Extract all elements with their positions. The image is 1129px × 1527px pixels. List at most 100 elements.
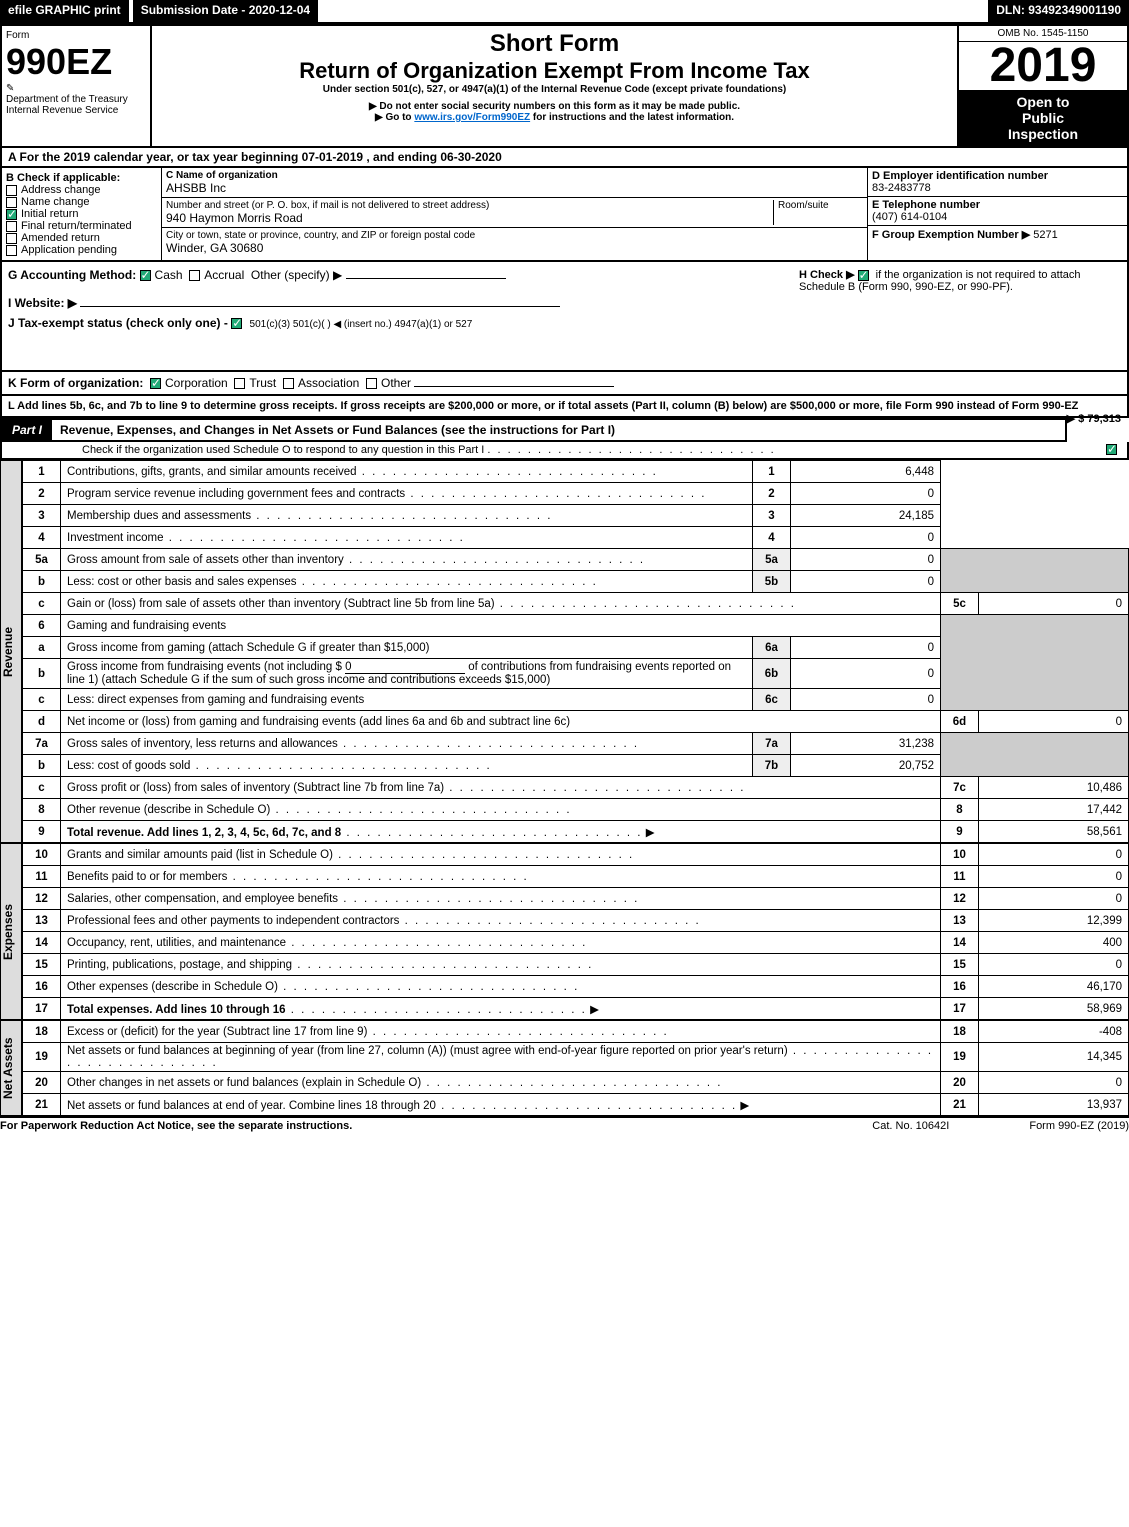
- line-6a: Gross income from gaming (attach Schedul…: [61, 637, 753, 659]
- line-i-website: I Website: ▶: [8, 296, 1121, 310]
- line-11: Benefits paid to or for members: [61, 866, 941, 888]
- line-6a-value: 0: [791, 637, 941, 659]
- checkbox-amended-return[interactable]: Amended return: [6, 232, 157, 244]
- checkbox-initial-return[interactable]: Initial return: [6, 208, 157, 220]
- line-4-value: 0: [791, 527, 941, 549]
- room-suite-label: Room/suite: [778, 200, 863, 211]
- checkbox-association[interactable]: [283, 378, 294, 389]
- form-number: 990EZ: [6, 41, 146, 83]
- line-6c: Less: direct expenses from gaming and fu…: [61, 689, 753, 711]
- paperwork-notice: For Paperwork Reduction Act Notice, see …: [0, 1120, 872, 1132]
- checkbox-final-return[interactable]: Final return/terminated: [6, 220, 157, 232]
- return-title: Return of Organization Exempt From Incom…: [156, 58, 953, 84]
- city-label: City or town, state or province, country…: [166, 230, 863, 241]
- line-5b: Less: cost or other basis and sales expe…: [61, 571, 753, 593]
- line-8-value: 17,442: [979, 799, 1129, 821]
- short-form-title: Short Form: [156, 30, 953, 58]
- ghij-block: G Accounting Method: Cash Accrual Other …: [0, 262, 1129, 372]
- expenses-block: Expenses 10Grants and similar amounts pa…: [0, 843, 1129, 1020]
- line-16-value: 46,170: [979, 976, 1129, 998]
- group-exemption-label: F Group Exemption Number ▶: [872, 229, 1030, 241]
- part-1-title: Revenue, Expenses, and Changes in Net As…: [52, 420, 623, 440]
- checkbox-trust[interactable]: [234, 378, 245, 389]
- street-label: Number and street (or P. O. box, if mail…: [166, 200, 773, 211]
- line-7b-value: 20,752: [791, 755, 941, 777]
- under-section-text: Under section 501(c), 527, or 4947(a)(1)…: [156, 84, 953, 95]
- checkbox-h[interactable]: [858, 270, 869, 281]
- efile-print-label[interactable]: efile GRAPHIC print: [0, 0, 129, 22]
- line-2-value: 0: [791, 483, 941, 505]
- line-7c: Gross profit or (loss) from sales of inv…: [61, 777, 941, 799]
- line-1-value: 6,448: [791, 461, 941, 483]
- revenue-block: Revenue 1Contributions, gifts, grants, a…: [0, 460, 1129, 843]
- ein-label: D Employer identification number: [872, 170, 1123, 182]
- line-10-value: 0: [979, 844, 1129, 866]
- checkbox-corporation[interactable]: [150, 378, 161, 389]
- checkbox-other-org[interactable]: [366, 378, 377, 389]
- net-assets-sidebar: Net Assets: [0, 1020, 22, 1116]
- line-5b-value: 0: [791, 571, 941, 593]
- line-19-value: 14,345: [979, 1043, 1129, 1072]
- open-to-public-badge: Open to Public Inspection: [959, 90, 1127, 146]
- line-k-form-of-org: K Form of organization: Corporation Trus…: [0, 372, 1129, 396]
- goto-link[interactable]: ▶ Go to www.irs.gov/Form990EZ for instru…: [156, 112, 953, 123]
- line-13: Professional fees and other payments to …: [61, 910, 941, 932]
- checkbox-accrual[interactable]: [189, 270, 200, 281]
- gross-receipts-value: ▶ $ 79,313: [1067, 412, 1121, 425]
- checkbox-application-pending[interactable]: Application pending: [6, 244, 157, 256]
- checkbox-name-change[interactable]: Name change: [6, 196, 157, 208]
- net-assets-block: Net Assets 18Excess or (deficit) for the…: [0, 1020, 1129, 1116]
- box-d-identifiers: D Employer identification number 83-2483…: [867, 168, 1127, 260]
- line-l-gross-receipts: L Add lines 5b, 6c, and 7b to line 9 to …: [0, 396, 1129, 418]
- part-1-tag: Part I: [2, 420, 52, 440]
- line-7a-value: 31,238: [791, 733, 941, 755]
- checkbox-501c3[interactable]: [231, 318, 242, 329]
- line-j-status: J Tax-exempt status (check only one) - 5…: [8, 316, 1121, 330]
- expenses-sidebar: Expenses: [0, 843, 22, 1020]
- dept-label: Department of the Treasury: [6, 94, 146, 105]
- treasury-icon: ✎: [6, 83, 146, 94]
- form-header: Form 990EZ ✎ Department of the Treasury …: [0, 24, 1129, 148]
- catalog-number: Cat. No. 10642I: [872, 1120, 949, 1132]
- line-17-value: 58,969: [979, 998, 1129, 1020]
- line-3-value: 24,185: [791, 505, 941, 527]
- line-14-value: 400: [979, 932, 1129, 954]
- checkbox-address-change[interactable]: Address change: [6, 184, 157, 196]
- line-9: Total revenue. Add lines 1, 2, 3, 4, 5c,…: [61, 821, 941, 843]
- box-b-checkboxes: B Check if applicable: Address change Na…: [2, 168, 162, 260]
- line-6d: Net income or (loss) from gaming and fun…: [61, 711, 941, 733]
- street-value: 940 Haymon Morris Road: [166, 211, 773, 225]
- form-label: Form: [6, 30, 146, 41]
- box-c-org-details: C Name of organization AHSBB Inc Number …: [162, 168, 867, 260]
- line-21-value: 13,937: [979, 1094, 1129, 1116]
- phone-label: E Telephone number: [872, 199, 1123, 211]
- page-footer: For Paperwork Reduction Act Notice, see …: [0, 1116, 1129, 1132]
- top-bar: efile GRAPHIC print Submission Date - 20…: [0, 0, 1129, 24]
- org-name-label: C Name of organization: [166, 170, 863, 181]
- line-7c-value: 10,486: [979, 777, 1129, 799]
- org-info-block: B Check if applicable: Address change Na…: [0, 168, 1129, 262]
- line-1: Contributions, gifts, grants, and simila…: [61, 461, 753, 483]
- city-value: Winder, GA 30680: [166, 241, 863, 255]
- line-12: Salaries, other compensation, and employ…: [61, 888, 941, 910]
- line-20: Other changes in net assets or fund bala…: [61, 1072, 941, 1094]
- part-1-bar: Part I Revenue, Expenses, and Changes in…: [0, 418, 1067, 442]
- checkbox-cash[interactable]: [140, 270, 151, 281]
- line-13-value: 12,399: [979, 910, 1129, 932]
- line-6b: Gross income from fundraising events (no…: [61, 659, 753, 689]
- revenue-sidebar: Revenue: [0, 460, 22, 843]
- org-name-value: AHSBB Inc: [166, 181, 863, 195]
- line-2: Program service revenue including govern…: [61, 483, 753, 505]
- line-4: Investment income: [61, 527, 753, 549]
- line-5a: Gross amount from sale of assets other t…: [61, 549, 753, 571]
- form-id-footer: Form 990-EZ (2019): [1029, 1120, 1129, 1132]
- line-6c-value: 0: [791, 689, 941, 711]
- line-h-schedule-b: H Check ▶ if the organization is not req…: [799, 268, 1119, 293]
- line-7b: Less: cost of goods sold: [61, 755, 753, 777]
- line-14: Occupancy, rent, utilities, and maintena…: [61, 932, 941, 954]
- line-7a: Gross sales of inventory, less returns a…: [61, 733, 753, 755]
- line-15: Printing, publications, postage, and shi…: [61, 954, 941, 976]
- line-3: Membership dues and assessments: [61, 505, 753, 527]
- line-20-value: 0: [979, 1072, 1129, 1094]
- checkbox-schedule-o[interactable]: [1106, 444, 1117, 455]
